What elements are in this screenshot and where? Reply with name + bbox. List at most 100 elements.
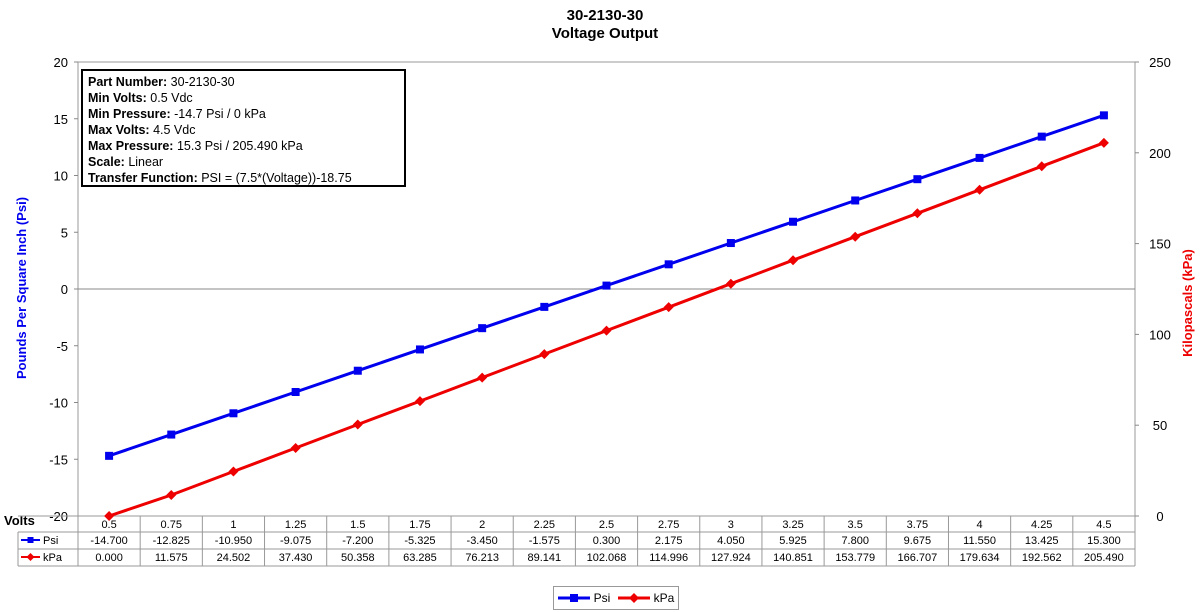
x-tick-label: 3 xyxy=(728,519,734,531)
table-series-swatch-marker xyxy=(27,537,34,543)
table-cell: 166.707 xyxy=(897,552,937,564)
table-cell: 4.050 xyxy=(717,535,745,547)
table-cell: -1.575 xyxy=(529,535,560,547)
info-value: 4.5 Vdc xyxy=(149,123,196,137)
data-point-kpa xyxy=(104,511,115,521)
info-label: Part Number: xyxy=(88,75,168,89)
info-label: Max Volts: xyxy=(88,123,150,137)
info-value: 15.3 Psi / 205.490 kPa xyxy=(173,139,303,153)
data-point-psi xyxy=(353,366,362,375)
x-tick-label: 0.5 xyxy=(101,519,116,531)
y-right-tick-label: 200 xyxy=(1149,146,1171,161)
left-axis-title: Pounds Per Square Inch (Psi) xyxy=(14,197,29,379)
legend-item-kpa: kPa xyxy=(617,591,675,605)
data-point-psi xyxy=(540,302,549,311)
info-value: Linear xyxy=(124,155,164,169)
y-right-tick-label: 250 xyxy=(1149,55,1171,70)
data-point-kpa xyxy=(290,443,301,454)
table-cell: 37.430 xyxy=(279,552,313,564)
data-point-kpa xyxy=(414,396,425,407)
chart-subtitle: Voltage Output xyxy=(552,25,658,42)
legend-item-psi: Psi xyxy=(557,591,611,605)
y-left-tick-label: 15 xyxy=(54,112,68,127)
table-cell: -9.075 xyxy=(280,535,311,547)
info-label: Min Pressure: xyxy=(88,107,171,121)
info-line: Max Pressure: 15.3 Psi / 205.490 kPa xyxy=(88,138,399,154)
legend-label-kpa: kPa xyxy=(653,591,675,605)
data-point-psi xyxy=(726,239,735,248)
table-cell: -7.200 xyxy=(342,535,373,547)
data-point-psi xyxy=(229,409,238,418)
x-tick-label: 4.25 xyxy=(1031,519,1052,531)
table-cell: 140.851 xyxy=(773,552,813,564)
y-right-tick-label: 100 xyxy=(1149,327,1171,342)
table-cell: -14.700 xyxy=(90,535,127,547)
legend: Psi kPa xyxy=(553,586,679,610)
x-tick-label: 3.25 xyxy=(782,519,803,531)
series-markers xyxy=(104,111,1109,521)
data-point-kpa xyxy=(974,184,985,195)
data-point-psi xyxy=(913,175,922,184)
table-cell: 15.300 xyxy=(1087,535,1121,547)
table-cell: -12.825 xyxy=(153,535,190,547)
data-point-psi xyxy=(105,451,114,460)
table-cell: 11.550 xyxy=(963,535,996,547)
table-cell: 192.562 xyxy=(1022,552,1062,564)
info-box: Part Number: 30-2130-30 Min Volts: 0.5 Vd… xyxy=(81,69,406,187)
y-left-tick-label: -10 xyxy=(49,396,68,411)
table-cell: 89.141 xyxy=(527,552,561,564)
info-line: Min Pressure: -14.7 Psi / 0 kPa xyxy=(88,106,399,122)
info-value: -14.7 Psi / 0 kPa xyxy=(170,107,266,121)
data-point-kpa xyxy=(725,278,736,289)
x-tick-label: 4.5 xyxy=(1096,519,1111,531)
x-tick-label: 2 xyxy=(479,519,485,531)
info-label: Min Volts: xyxy=(88,91,147,105)
info-label: Transfer Function: xyxy=(88,171,198,185)
table-cell: 13.425 xyxy=(1025,535,1059,547)
legend-psi-swatch xyxy=(557,594,590,602)
table-cell: 205.490 xyxy=(1084,552,1124,564)
data-point-kpa xyxy=(788,255,799,266)
legend-label-psi: Psi xyxy=(593,591,611,605)
table-cell: 50.358 xyxy=(341,552,375,564)
data-point-kpa xyxy=(477,372,488,383)
table-cell: 127.924 xyxy=(711,552,751,564)
x-tick-label: 4 xyxy=(976,519,982,531)
x-tick-label: 3.5 xyxy=(848,519,863,531)
table-cell: 11.575 xyxy=(155,552,188,564)
table-cell: 153.779 xyxy=(835,552,875,564)
table-cell: 24.502 xyxy=(217,552,251,564)
info-value: 30-2130-30 xyxy=(167,75,235,89)
y-left-tick-label: 5 xyxy=(61,225,68,240)
data-point-kpa xyxy=(166,489,177,500)
y-right-tick-label: 150 xyxy=(1149,237,1171,252)
table-cell: 114.996 xyxy=(649,552,688,564)
table-cell: 102.068 xyxy=(587,552,627,564)
table-cell: 7.800 xyxy=(841,535,869,547)
data-point-kpa xyxy=(1098,137,1109,148)
info-line: Transfer Function: PSI = (7.5*(Voltage))… xyxy=(88,170,399,186)
data-point-psi xyxy=(1099,111,1108,120)
data-point-psi xyxy=(664,260,673,269)
data-point-psi xyxy=(851,196,860,205)
y-left-tick-label: 10 xyxy=(54,169,68,184)
x-tick-label: 2.25 xyxy=(534,519,555,531)
y-left-tick-label: -15 xyxy=(49,452,68,467)
data-point-kpa xyxy=(228,466,239,477)
table-cell: -10.950 xyxy=(215,535,252,547)
x-tick-label: 1.25 xyxy=(285,519,306,531)
x-tick-label: 2.5 xyxy=(599,519,614,531)
table-cell: 5.925 xyxy=(779,535,807,547)
table-cell: 9.675 xyxy=(904,535,932,547)
data-point-psi xyxy=(478,324,487,333)
table-cell: 0.000 xyxy=(95,552,123,564)
chart-title: 30-2130-30 xyxy=(567,7,644,24)
table-cell: 2.175 xyxy=(655,535,683,547)
data-point-kpa xyxy=(539,349,550,360)
table-cell: 179.634 xyxy=(960,552,1000,564)
legend-kpa-swatch xyxy=(617,593,650,603)
info-line: Scale: Linear xyxy=(88,154,399,170)
y-left-tick-label: 0 xyxy=(61,282,68,297)
data-point-psi xyxy=(167,430,176,439)
